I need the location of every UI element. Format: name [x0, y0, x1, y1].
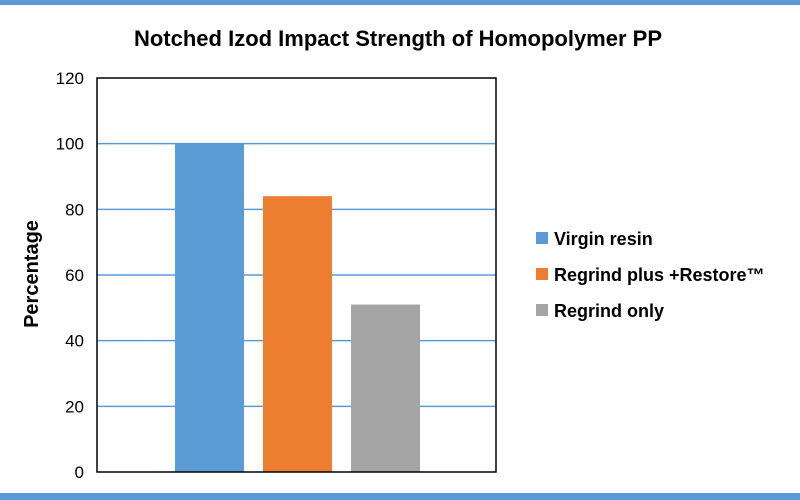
top-border-bar [0, 0, 800, 5]
bottom-border-bar [0, 493, 800, 500]
legend: Virgin resin Regrind plus +Restore™ Regrin… [536, 229, 765, 321]
bars [175, 143, 420, 472]
y-tick-label-60: 60 [65, 266, 84, 285]
axes [96, 77, 497, 473]
legend-label-regrind-only: Regrind only [554, 301, 664, 321]
legend-swatch-regrind-only [536, 304, 548, 316]
y-tick-label-120: 120 [56, 69, 84, 88]
chart-title: Notched Izod Impact Strength of Homopoly… [134, 26, 662, 51]
plot-border [96, 77, 497, 473]
y-axis-label: Percentage [21, 220, 43, 328]
y-tick-label-80: 80 [65, 200, 84, 219]
legend-label-regrind-plus-restore: Regrind plus +Restore™ [554, 265, 765, 285]
legend-swatch-virgin-resin [536, 232, 548, 244]
bar-regrind-plus-restore [263, 196, 332, 472]
legend-swatch-regrind-plus-restore [536, 268, 548, 280]
y-tick-label-20: 20 [65, 397, 84, 416]
legend-label-virgin-resin: Virgin resin [554, 229, 653, 249]
bar-regrind-only [351, 304, 420, 472]
y-tick-label-100: 100 [56, 135, 84, 154]
y-tick-label-40: 40 [65, 332, 84, 351]
bar-virgin-resin [175, 143, 244, 472]
y-tick-label-0: 0 [75, 463, 84, 482]
y-tick-labels: 0 20 40 60 80 100 120 [56, 69, 84, 482]
